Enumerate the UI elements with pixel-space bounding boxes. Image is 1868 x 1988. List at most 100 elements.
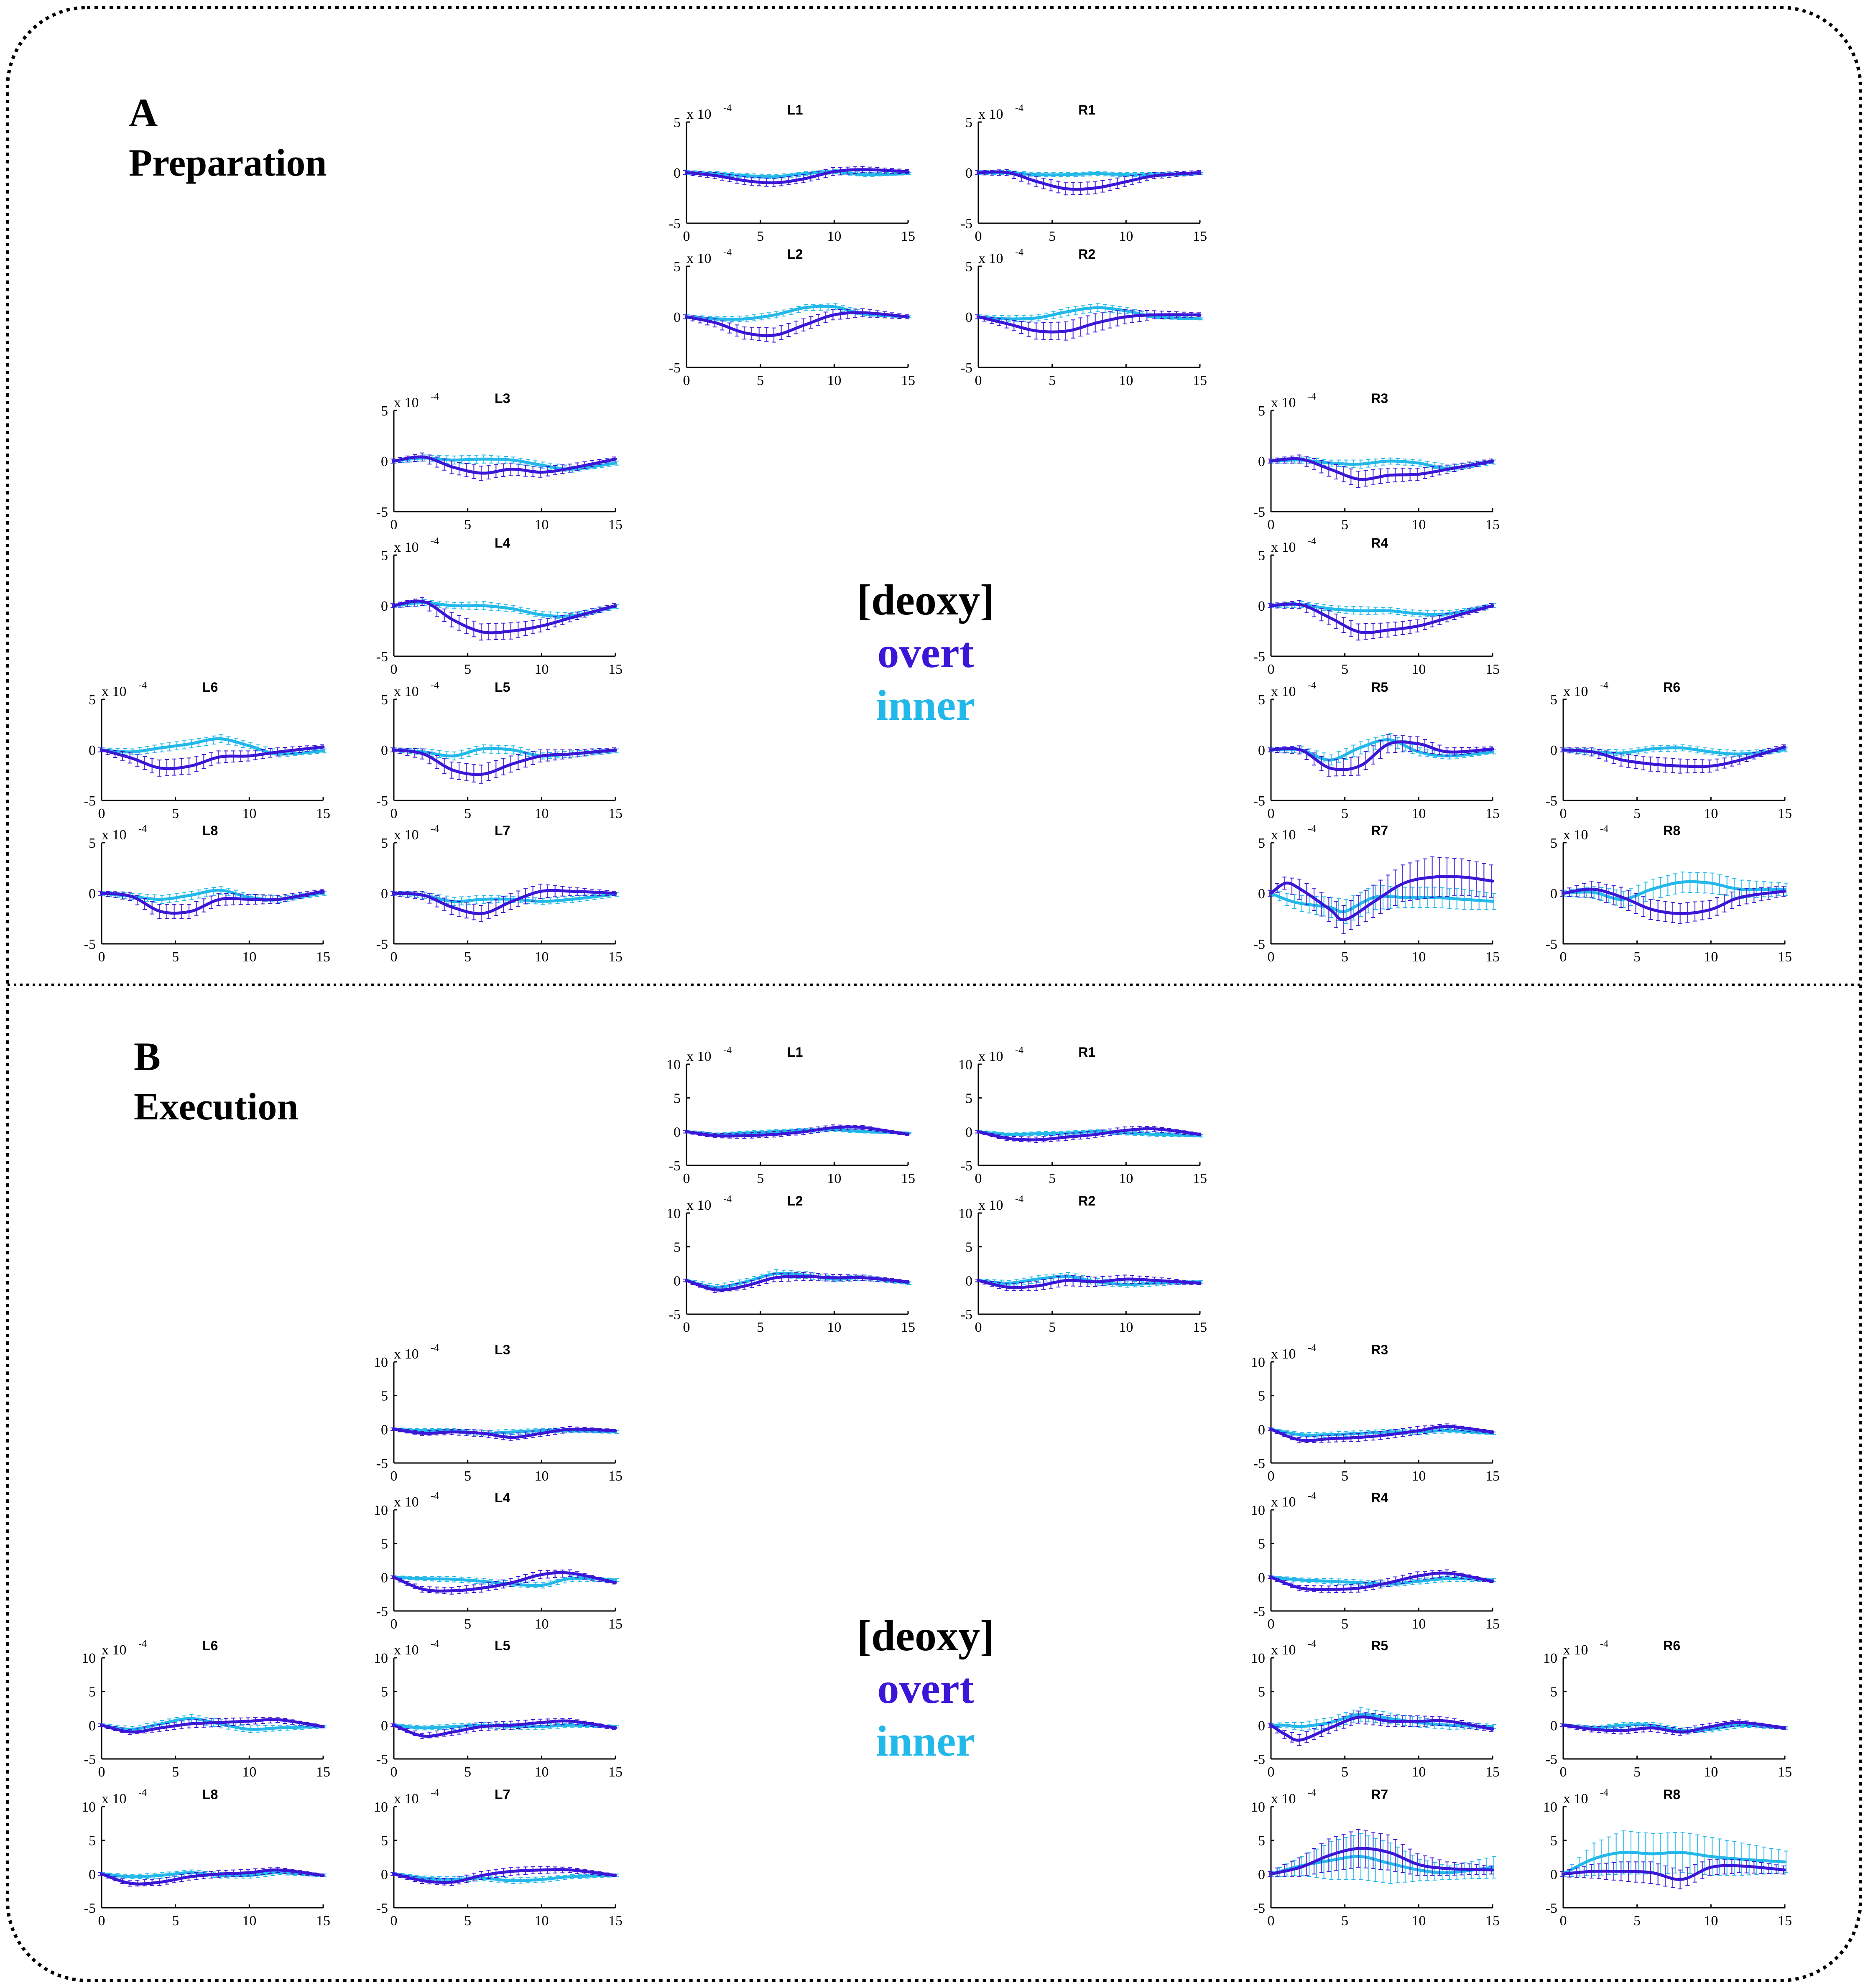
subplot-a-l7: 50-50 5 10 15x 10 -4 L7 xyxy=(376,823,623,965)
x-tick-label: 10 xyxy=(1411,949,1426,965)
series-overt xyxy=(683,308,910,343)
y-tick-label: -5 xyxy=(376,1604,388,1619)
y-tick-label: -5 xyxy=(84,793,96,809)
series-line-overt xyxy=(392,599,617,635)
series-overt xyxy=(1268,1569,1494,1593)
y-multiplier-exponent: -4 xyxy=(431,680,439,691)
x-tick-label: 5 xyxy=(172,949,179,965)
x-tick-label: 15 xyxy=(608,662,623,677)
y-tick-label: 10 xyxy=(666,1206,681,1221)
x-tick-label: 0 xyxy=(390,1468,398,1484)
x-tick-label: 10 xyxy=(1119,1171,1133,1186)
y-tick-label: 0 xyxy=(1258,1570,1265,1585)
y-tick-label: 10 xyxy=(958,1206,972,1221)
y-tick-label: 5 xyxy=(89,692,96,708)
y-tick-label: 0 xyxy=(674,166,681,181)
y-tick-label: 0 xyxy=(965,166,972,181)
series-overt xyxy=(390,597,617,641)
y-tick-label: 5 xyxy=(381,1537,388,1552)
x-tick-label: 10 xyxy=(1704,806,1718,821)
x-tick-label: 5 xyxy=(464,806,471,821)
y-tick-label: 0 xyxy=(965,1124,972,1140)
panel-a-letter: A xyxy=(129,90,158,135)
x-tick-label: 5 xyxy=(1341,1468,1348,1484)
series-line-overt xyxy=(685,1125,910,1138)
x-tick-label: 15 xyxy=(608,806,623,821)
x-tick-label: 5 xyxy=(1341,949,1348,965)
y-tick-label: -5 xyxy=(1546,793,1557,809)
x-tick-label: 0 xyxy=(98,949,105,965)
y-multiplier-exponent: -4 xyxy=(1015,1045,1023,1056)
x-tick-label: 15 xyxy=(1778,949,1792,965)
subplot-title: L5 xyxy=(495,680,510,695)
subplot-a-r5: 50-50 5 10 15x 10 -4 R5 xyxy=(1253,680,1500,821)
x-tick-label: 5 xyxy=(1341,517,1348,533)
y-tick-label: -5 xyxy=(1546,937,1557,952)
x-tick-label: 10 xyxy=(534,662,549,677)
subplot-title: L1 xyxy=(787,102,803,117)
x-tick-label: 15 xyxy=(1485,949,1500,965)
subplot-title: R8 xyxy=(1663,823,1680,838)
series-line-overt xyxy=(392,1427,617,1439)
subplot-a-l1: 50-50 5 10 15x 10 -4 L1 xyxy=(669,102,915,244)
series-overt xyxy=(683,1272,910,1293)
y-tick-label: 10 xyxy=(666,1057,681,1073)
y-multiplier: x 10 xyxy=(978,1198,1003,1213)
subplot-a-r1: 50-50 5 10 15x 10 -4 R1 xyxy=(961,102,1207,244)
series-overt xyxy=(390,1426,617,1441)
x-tick-label: 5 xyxy=(1633,806,1641,821)
series-overt xyxy=(1268,856,1494,934)
subplot-title: L4 xyxy=(495,1490,510,1505)
y-tick-label: 0 xyxy=(381,599,388,614)
x-tick-label: 15 xyxy=(1485,662,1500,677)
series-line-inner xyxy=(685,1128,910,1136)
y-multiplier-exponent: -4 xyxy=(1308,536,1316,547)
y-multiplier: x 10 xyxy=(1271,684,1296,699)
y-tick-label: 5 xyxy=(381,692,388,708)
series-overt xyxy=(390,884,617,922)
subplot-title: L3 xyxy=(495,1342,510,1357)
y-tick-label: 10 xyxy=(374,1355,388,1370)
y-tick-label: 5 xyxy=(1258,836,1265,851)
panel-b-legend-overt: overt xyxy=(878,1664,974,1713)
y-multiplier: x 10 xyxy=(1271,540,1296,555)
y-tick-label: 0 xyxy=(674,1124,681,1140)
subplot-title: L3 xyxy=(495,391,510,406)
series-line-overt xyxy=(977,170,1202,191)
series-line-overt xyxy=(1269,875,1494,921)
x-tick-label: 10 xyxy=(1411,1616,1426,1632)
y-tick-label: -5 xyxy=(669,1307,681,1323)
y-multiplier: x 10 xyxy=(1563,827,1588,843)
y-multiplier: x 10 xyxy=(102,684,127,699)
x-tick-label: 0 xyxy=(390,662,398,677)
x-tick-label: 0 xyxy=(975,1320,982,1335)
y-multiplier: x 10 xyxy=(1271,827,1296,843)
y-tick-label: 0 xyxy=(89,886,96,902)
subplot-a-l6: 50-50 5 10 15x 10 -4 L6 xyxy=(84,680,330,821)
x-tick-label: 15 xyxy=(608,1616,623,1632)
x-tick-label: 5 xyxy=(1341,806,1348,821)
series-overt xyxy=(683,1124,910,1139)
y-multiplier-exponent: -4 xyxy=(723,247,732,258)
series-overt xyxy=(98,889,325,919)
subplot-title: R1 xyxy=(1078,102,1095,117)
y-tick-label: -5 xyxy=(376,649,388,665)
subplot-a-r7: 50-50 5 10 15x 10 -4 R7 xyxy=(1253,823,1500,965)
x-tick-label: 5 xyxy=(757,1171,764,1186)
x-tick-label: 10 xyxy=(534,949,549,965)
y-tick-label: 0 xyxy=(381,454,388,469)
y-tick-label: 5 xyxy=(1258,692,1265,708)
y-tick-label: -5 xyxy=(84,937,96,952)
subplot-a-l3: 50-50 5 10 15x 10 -4 L3 xyxy=(376,391,623,533)
y-tick-label: 5 xyxy=(1550,692,1557,708)
subplot-a-l5: 50-50 5 10 15x 10 -4 L5 xyxy=(376,680,623,821)
series-line-overt xyxy=(392,455,617,475)
y-tick-label: 5 xyxy=(381,1389,388,1404)
x-tick-label: 10 xyxy=(1411,1468,1426,1484)
series-overt xyxy=(1268,734,1494,777)
series-overt xyxy=(98,744,325,777)
x-tick-label: 5 xyxy=(1341,1616,1348,1632)
